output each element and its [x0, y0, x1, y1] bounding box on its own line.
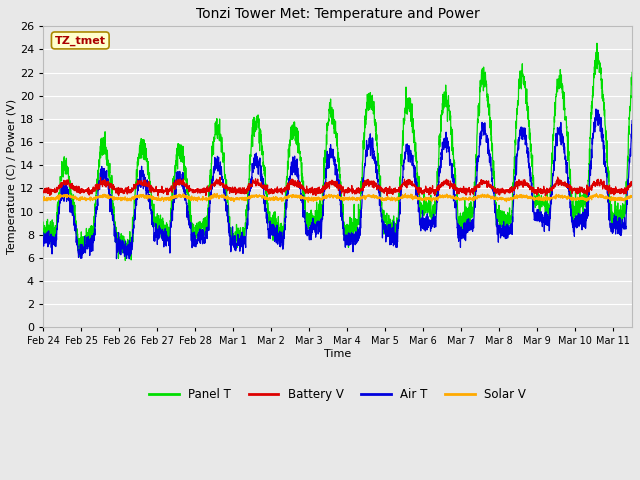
Air T [125, 256, 133, 262]
Y-axis label: Temperature (C) / Power (V): Temperature (C) / Power (V) [7, 99, 17, 254]
Battery V [141, 180, 149, 186]
Solar V [141, 193, 149, 199]
Air T [628, 118, 636, 123]
Air T [106, 198, 114, 204]
Solar V [265, 197, 273, 203]
Solar V [617, 196, 625, 202]
Panel T [106, 182, 114, 188]
Air T [265, 233, 273, 239]
Battery V [340, 193, 348, 199]
X-axis label: Time: Time [324, 349, 351, 359]
Battery V [265, 192, 273, 197]
Panel T [141, 141, 149, 146]
Battery V [39, 190, 47, 195]
Solar V [213, 191, 221, 196]
Air T [141, 175, 149, 180]
Panel T [291, 120, 298, 125]
Line: Solar V: Solar V [43, 193, 632, 202]
Panel T [39, 219, 47, 225]
Solar V [554, 193, 561, 199]
Panel T [617, 209, 625, 215]
Battery V [617, 188, 625, 194]
Air T [617, 233, 625, 239]
Air T [39, 229, 47, 235]
Battery V [554, 174, 561, 180]
Solar V [291, 193, 298, 199]
Line: Panel T: Panel T [43, 43, 632, 261]
Solar V [305, 199, 312, 205]
Battery V [628, 181, 636, 187]
Title: Tonzi Tower Met: Temperature and Power: Tonzi Tower Met: Temperature and Power [196, 7, 479, 21]
Solar V [628, 193, 636, 199]
Air T [554, 138, 561, 144]
Battery V [554, 180, 561, 186]
Solar V [106, 193, 114, 199]
Panel T [265, 217, 273, 223]
Legend: Panel T, Battery V, Air T, Solar V: Panel T, Battery V, Air T, Solar V [145, 384, 531, 406]
Panel T [122, 258, 129, 264]
Battery V [291, 180, 298, 185]
Panel T [554, 76, 561, 82]
Battery V [106, 184, 114, 190]
Line: Battery V: Battery V [43, 177, 632, 196]
Panel T [593, 40, 601, 46]
Panel T [628, 70, 636, 75]
Text: TZ_tmet: TZ_tmet [55, 36, 106, 46]
Air T [291, 153, 298, 159]
Air T [592, 106, 600, 112]
Solar V [39, 196, 47, 202]
Line: Air T: Air T [43, 109, 632, 259]
